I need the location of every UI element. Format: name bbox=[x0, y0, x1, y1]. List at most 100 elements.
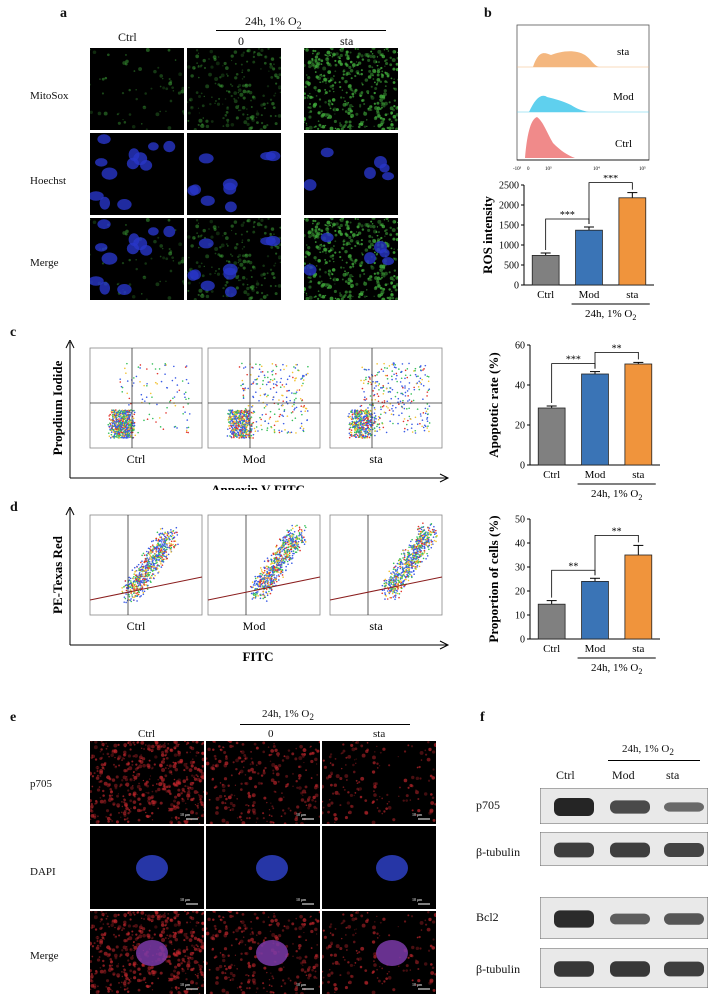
flow-y-title: PE-Texas Red bbox=[50, 535, 65, 614]
y-tick-label: 0 bbox=[514, 281, 519, 292]
micrograph-dapi-2: 10 μm bbox=[322, 826, 436, 909]
dot-plot-sta bbox=[329, 514, 443, 616]
blot-band bbox=[610, 913, 650, 925]
panel-f-lane-sta: sta bbox=[666, 768, 680, 782]
panel-e-condition: 24h, 1% O2 bbox=[262, 708, 314, 722]
dot-plot-mod bbox=[207, 347, 321, 449]
y-axis-title: Apoptotic rate (%) bbox=[486, 352, 501, 457]
micrograph-merge-e-2: 10 μm bbox=[322, 911, 436, 994]
y-tick-label: 1500 bbox=[499, 221, 519, 232]
condition-sub: 2 bbox=[296, 20, 302, 32]
panel-a-col-ctrl: Ctrl bbox=[118, 30, 137, 44]
x-tick-label: Ctrl bbox=[543, 469, 560, 481]
group-label: Mod bbox=[243, 452, 266, 466]
panel-a-row-merge: Merge bbox=[30, 257, 59, 269]
blot-band bbox=[664, 802, 704, 812]
x-tick-label: sta bbox=[626, 289, 638, 301]
y-tick-label: 0 bbox=[520, 461, 525, 472]
x-tick-label: sta bbox=[632, 643, 644, 655]
condition-label: 24h, 1% O2 bbox=[591, 662, 642, 675]
ros-histogram-overlay: -10³ 0 10³ 10⁴ 10⁵ sta Mod Ctrl bbox=[513, 24, 650, 172]
flow-x-title: Annexin V-FITC bbox=[211, 482, 305, 490]
condition-label: 24h, 1% O2 bbox=[591, 488, 642, 500]
panel-f-condition: 24h, 1% O2 bbox=[622, 743, 674, 757]
significance-label: ** bbox=[612, 526, 622, 537]
bar-ctrl bbox=[537, 407, 566, 466]
bar-sta bbox=[624, 363, 653, 466]
micrograph-mitosox-1 bbox=[187, 48, 281, 130]
y-tick-label: 20 bbox=[515, 421, 525, 432]
panel-a-condition: 24h, 1% O2 bbox=[245, 14, 302, 31]
y-tick-label: 1000 bbox=[499, 241, 519, 252]
condition-text: 24h, 1% O bbox=[245, 14, 297, 28]
flow-x-title: FITC bbox=[242, 649, 273, 664]
blot-label-tubulin-2: β-tubulin bbox=[476, 962, 521, 976]
flow-x-arrow bbox=[439, 640, 450, 650]
panel-e-col-0: 0 bbox=[268, 728, 274, 740]
y-tick-label: 40 bbox=[515, 539, 525, 550]
flow-x-arrow bbox=[439, 473, 450, 483]
x-tick-label: Mod bbox=[585, 643, 606, 655]
panel-a-col-0: 0 bbox=[238, 34, 244, 48]
y-tick-label: 0 bbox=[520, 635, 525, 646]
jc1-flow-cytometry: Ctrl Mod sta PE-Texas Red FITC bbox=[50, 507, 450, 664]
condition-label: 24h, 1% O2 bbox=[585, 308, 636, 322]
micrograph-p705-2: 10 μm bbox=[322, 741, 436, 824]
blot-band bbox=[610, 961, 650, 977]
panel-a-row-mitosox: MitoSox bbox=[30, 90, 69, 102]
y-tick-label: 2500 bbox=[499, 181, 519, 192]
histogram-label-sta: sta bbox=[617, 46, 629, 58]
condition-text: 24h, 1% O bbox=[622, 743, 670, 755]
y-axis-title: Proportion of cells (%) bbox=[486, 515, 501, 642]
blot-label-bcl2: Bcl2 bbox=[476, 910, 499, 924]
micrograph-mitosox-0 bbox=[90, 48, 184, 130]
histogram-sta bbox=[517, 51, 649, 67]
micrograph-merge-2 bbox=[304, 218, 398, 300]
panel-e-label: e bbox=[10, 710, 17, 725]
bar-ctrl bbox=[531, 255, 560, 286]
panel-e-condition-line bbox=[240, 724, 410, 725]
bar-mod bbox=[581, 373, 609, 466]
blot-band bbox=[610, 800, 650, 814]
blot-band bbox=[554, 910, 594, 928]
bar-mod bbox=[581, 581, 609, 640]
condition-sub: 2 bbox=[309, 712, 314, 723]
panel-f-label: f bbox=[480, 710, 485, 725]
panel-a-condition-line bbox=[216, 30, 386, 31]
panel-b-label: b bbox=[484, 6, 492, 21]
group-label: Ctrl bbox=[127, 452, 146, 466]
histogram-tick-3: 10⁴ bbox=[593, 166, 600, 172]
x-tick-label: sta bbox=[632, 469, 644, 481]
blot-tubulin-2 bbox=[540, 948, 708, 988]
condition-sub: 2 bbox=[669, 747, 674, 758]
histogram-tick-1: 0 bbox=[527, 167, 530, 172]
blot-p705 bbox=[540, 788, 708, 824]
micrograph-dapi-0: 10 μm bbox=[90, 826, 204, 909]
bar-sta bbox=[624, 554, 653, 640]
micrograph-hoechst-0 bbox=[90, 133, 184, 215]
micrograph-merge-e-1: 10 μm bbox=[206, 911, 320, 994]
panel-a-label: a bbox=[60, 6, 67, 21]
condition-text: 24h, 1% O bbox=[262, 708, 310, 720]
histogram-tick-4: 10⁵ bbox=[639, 166, 646, 172]
blot-band bbox=[664, 913, 704, 925]
dot-plot-sta bbox=[329, 347, 443, 449]
panel-f-lane-ctrl: Ctrl bbox=[556, 768, 575, 782]
blot-bcl2 bbox=[540, 897, 708, 939]
histogram-tick-2: 10³ bbox=[545, 166, 552, 172]
panel-a-col-sta: sta bbox=[340, 34, 354, 48]
blot-label-tubulin-1: β-tubulin bbox=[476, 845, 521, 859]
micrograph-p705-1: 10 μm bbox=[206, 741, 320, 824]
panel-c-label: c bbox=[10, 325, 17, 340]
significance-label: ** bbox=[612, 343, 622, 354]
y-tick-label: 500 bbox=[504, 261, 519, 272]
micrograph-merge-1 bbox=[187, 218, 281, 300]
blot-tubulin-1 bbox=[540, 832, 708, 866]
panel-e-row-dapi: DAPI bbox=[30, 866, 56, 878]
histogram-ctrl bbox=[517, 117, 649, 158]
bar-ctrl bbox=[537, 603, 566, 640]
significance-bracket bbox=[594, 352, 639, 369]
micrograph-hoechst-1 bbox=[187, 133, 281, 215]
blot-band bbox=[554, 842, 594, 858]
significance-label: *** bbox=[560, 210, 575, 221]
